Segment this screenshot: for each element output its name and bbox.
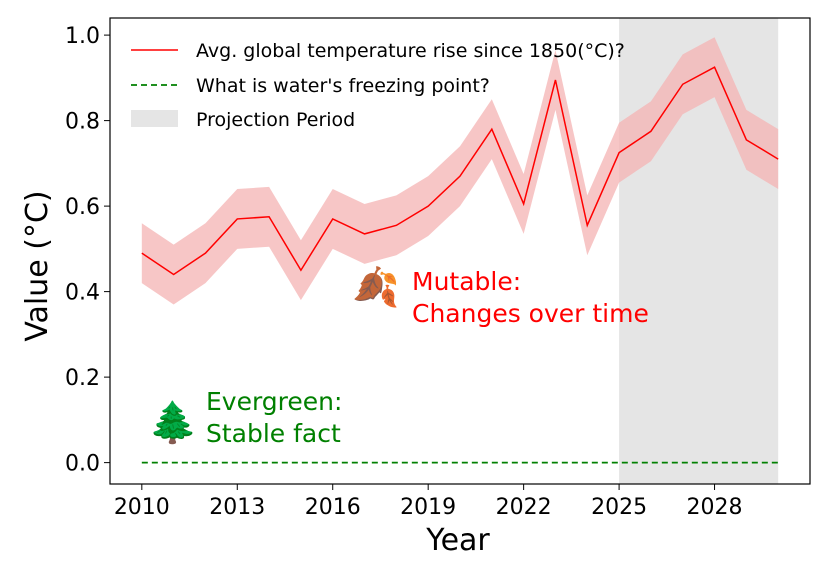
x-tick-label: 2010 — [114, 495, 170, 520]
temperature-line — [141, 66, 779, 276]
legend: Avg. global temperature rise since 1850(… — [131, 40, 625, 131]
temperature-band — [141, 37, 779, 305]
mutable-annotation-line1: Mutable: — [412, 267, 521, 296]
y-tick-label: 0.8 — [65, 110, 100, 135]
y-tick-label: 1.0 — [65, 24, 100, 49]
x-tick-label: 2028 — [687, 495, 743, 520]
y-tick-label: 0.2 — [65, 366, 100, 391]
x-axis: 2010 2013 2016 2019 2022 2025 2028 — [114, 484, 743, 520]
evergreen-annotation: 🌲 Evergreen: Stable fact — [148, 387, 342, 448]
x-tick-label: 2019 — [400, 495, 456, 520]
y-tick-label: 0.4 — [65, 281, 100, 306]
legend-swatch-projection — [131, 110, 178, 127]
y-axis: 0.0 0.2 0.4 0.6 0.8 1.0 — [65, 24, 110, 477]
legend-label-projection: Projection Period — [196, 109, 355, 131]
evergreen-annotation-line1: Evergreen: — [206, 387, 342, 416]
x-tick-label: 2016 — [305, 495, 361, 520]
x-tick-label: 2013 — [209, 495, 265, 520]
y-tick-label: 0.0 — [65, 452, 100, 477]
y-axis-title: Value (°C) — [20, 190, 55, 341]
plot-frame — [109, 17, 811, 485]
x-tick-label: 2025 — [591, 495, 647, 520]
mutable-annotation-line2: Changes over time — [412, 299, 649, 328]
legend-label-temperature: Avg. global temperature rise since 1850(… — [196, 40, 625, 62]
legend-label-freezing: What is water's freezing point? — [196, 75, 490, 97]
falling-leaves-icon: 🍂 — [352, 265, 399, 309]
evergreen-annotation-line2: Stable fact — [206, 419, 341, 448]
x-tick-label: 2022 — [496, 495, 552, 520]
mutable-annotation: 🍂 Mutable: Changes over time — [352, 265, 649, 328]
x-axis-title: Year — [425, 523, 490, 558]
y-tick-label: 0.6 — [65, 195, 100, 220]
evergreen-tree-icon: 🌲 — [148, 399, 198, 446]
